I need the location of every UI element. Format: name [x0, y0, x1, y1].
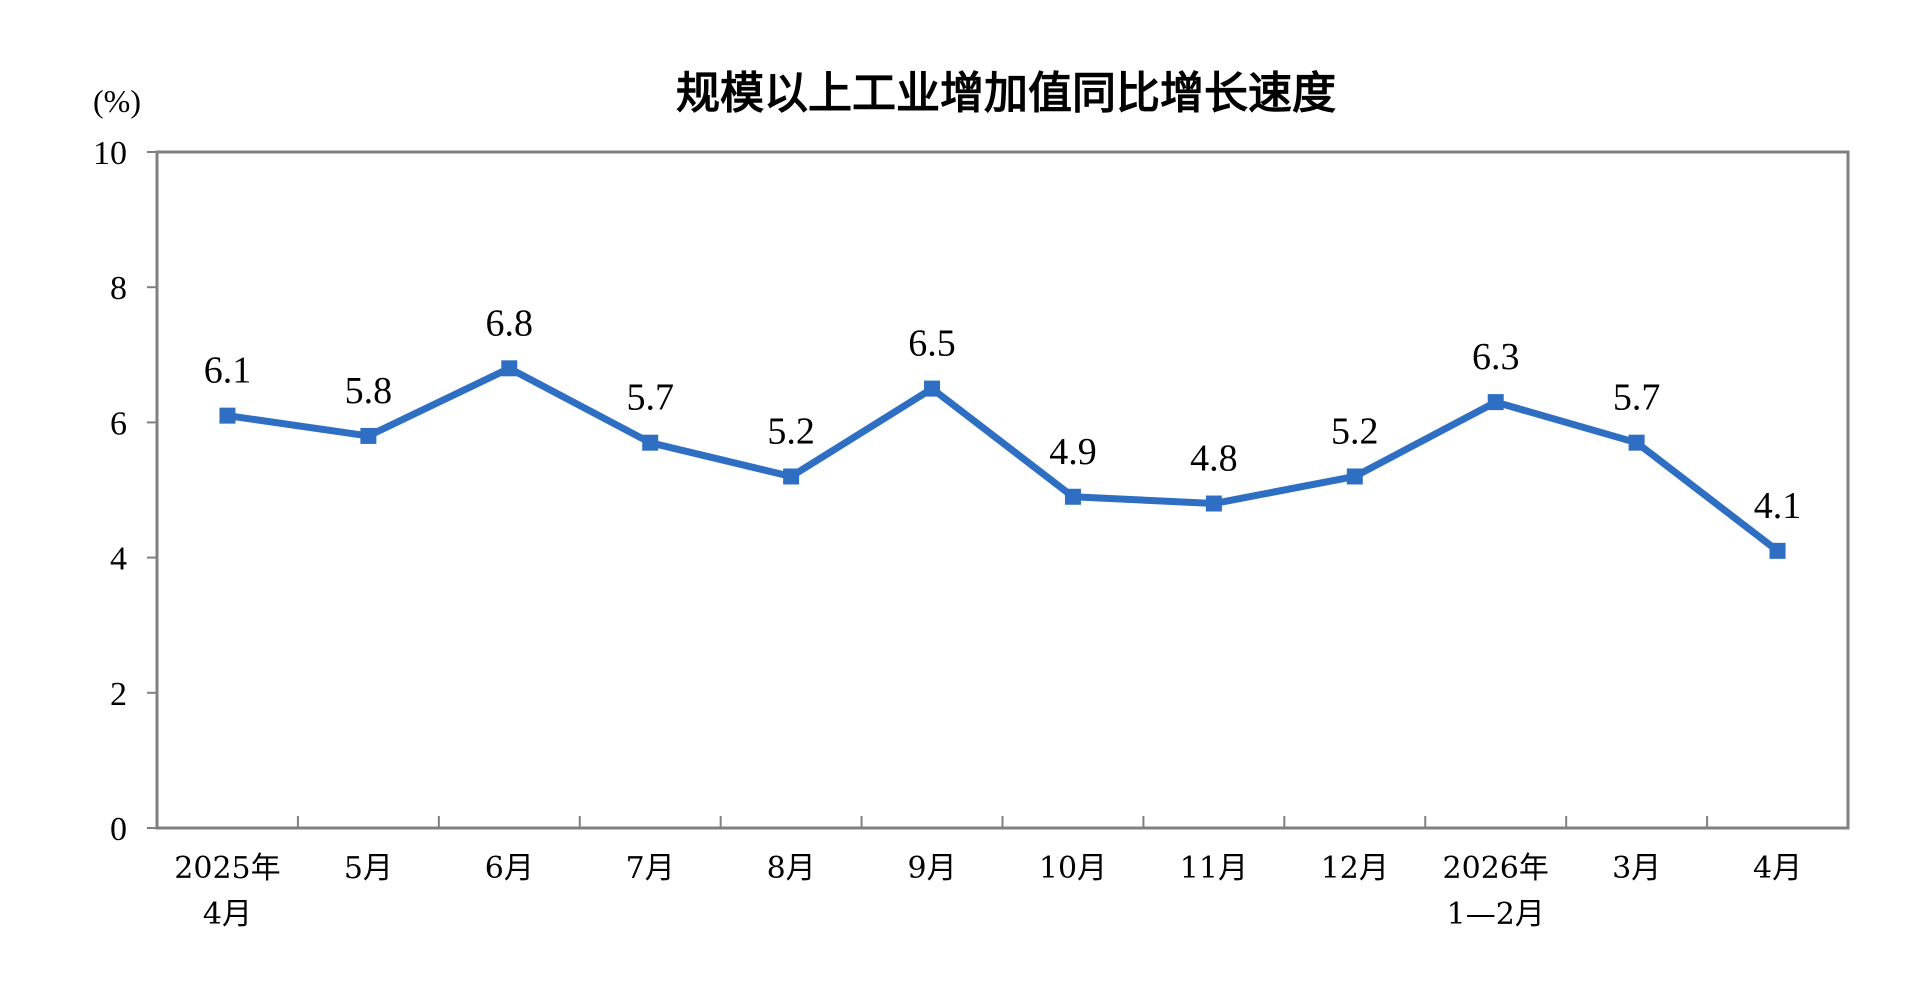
chart-title: 规模以上工业增加值同比增长速度	[676, 68, 1336, 119]
data-point-marker	[1205, 495, 1222, 512]
data-point-marker	[1769, 542, 1786, 559]
data-label: 4.1	[1754, 485, 1802, 527]
data-point-marker	[1487, 394, 1504, 411]
x-tick-label: 9月	[907, 851, 956, 886]
data-label: 5.8	[345, 370, 393, 412]
y-tick-label: 2	[110, 676, 127, 713]
data-labels: 6.1 5.8 6.8 5.7 5.2 6.5 4.9 4.8 5.2 6.3 5.7 4.1	[204, 302, 1802, 527]
x-tick-label: 12月	[1321, 851, 1389, 886]
data-point-marker	[924, 380, 941, 397]
data-point-marker	[783, 468, 800, 485]
data-label: 6.1	[204, 350, 252, 392]
x-tick-label: 1—2月	[1447, 897, 1545, 932]
data-label: 6.5	[908, 323, 956, 365]
x-tick-label: 2026年	[1443, 851, 1549, 886]
x-axis: 2025年 4月 5月 6月 7月 8月 9月 10月 11月 12月 2026年 1—2月 3月 4月	[174, 816, 1802, 932]
data-label: 4.8	[1190, 438, 1238, 480]
y-tick-label: 0	[110, 811, 127, 848]
data-point-marker	[1346, 468, 1363, 485]
y-tick-label: 10	[93, 135, 127, 172]
data-point-marker	[1064, 488, 1081, 505]
data-point-marker	[642, 434, 659, 451]
data-label: 5.7	[1613, 377, 1661, 419]
plot-area-frame	[155, 150, 1850, 830]
data-point-marker	[219, 407, 236, 424]
data-point-marker	[360, 427, 377, 444]
y-axis-unit-label: (%)	[93, 83, 141, 119]
x-tick-label: 2025年	[174, 851, 280, 886]
x-tick-label: 3月	[1612, 851, 1661, 886]
data-label: 5.2	[767, 410, 815, 452]
data-label: 4.9	[1049, 431, 1097, 473]
data-point-marker	[1628, 434, 1645, 451]
x-tick-label: 8月	[767, 851, 816, 886]
x-tick-label: 4月	[1753, 851, 1802, 886]
data-label: 5.7	[626, 377, 674, 419]
y-axis: 0 2 4 6 8 10	[93, 135, 157, 848]
y-tick-label: 8	[110, 270, 127, 307]
data-label: 5.2	[1331, 410, 1379, 452]
x-tick-label: 7月	[626, 851, 675, 886]
series-line	[223, 364, 1782, 555]
x-tick-label: 5月	[344, 851, 393, 886]
x-tick-label: 11月	[1180, 851, 1248, 886]
x-tick-label: 4月	[203, 897, 252, 932]
y-tick-label: 4	[110, 541, 127, 578]
x-tick-label: 6月	[485, 851, 534, 886]
data-markers	[219, 360, 1786, 559]
data-label: 6.8	[486, 302, 534, 344]
data-point-marker	[501, 360, 518, 377]
y-tick-label: 6	[110, 405, 127, 442]
x-tick-label: 10月	[1039, 851, 1107, 886]
data-label: 6.3	[1472, 336, 1520, 378]
